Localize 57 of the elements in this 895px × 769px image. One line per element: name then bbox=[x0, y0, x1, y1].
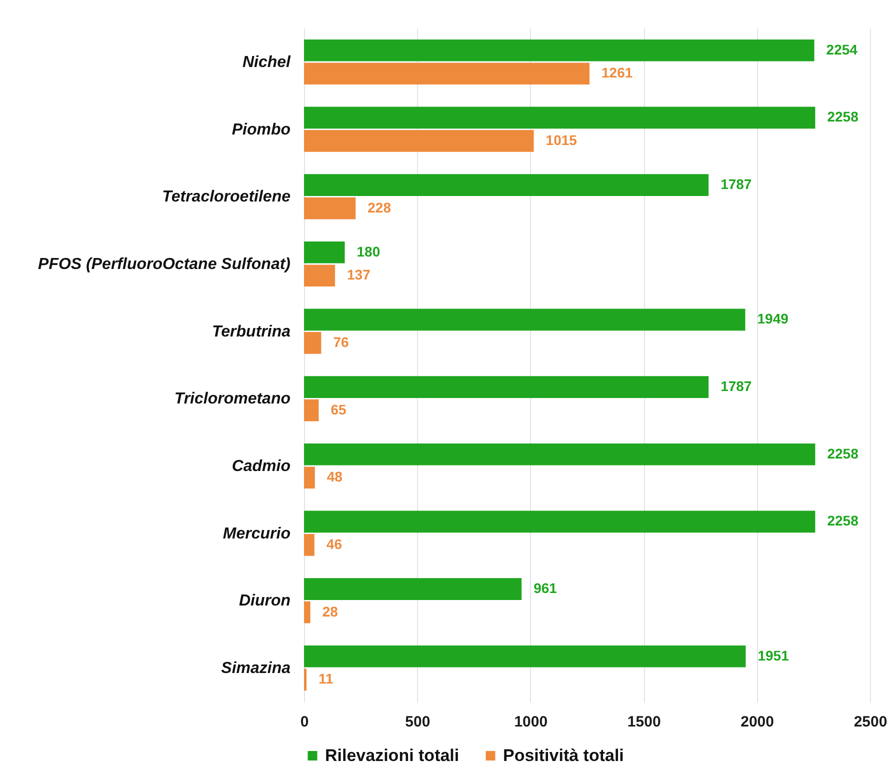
y-tick-label: Mercurio bbox=[222, 525, 291, 542]
data-label: 2258 bbox=[827, 512, 859, 529]
bar bbox=[304, 264, 336, 287]
x-tick-label: 0 bbox=[300, 714, 309, 730]
bar bbox=[304, 443, 816, 466]
data-label: 961 bbox=[534, 580, 558, 596]
data-label: 137 bbox=[347, 266, 371, 283]
data-label: 46 bbox=[326, 536, 342, 552]
bar bbox=[304, 466, 315, 489]
y-tick-label: Triclorometano bbox=[174, 390, 291, 408]
data-label: 1949 bbox=[757, 310, 789, 327]
data-label: 48 bbox=[326, 468, 343, 485]
bar bbox=[304, 578, 522, 600]
x-tick-label: 1000 bbox=[514, 714, 548, 730]
x-tick-label: 500 bbox=[405, 714, 430, 730]
x-tick-label: 1500 bbox=[627, 714, 661, 730]
data-label: 2258 bbox=[827, 445, 859, 462]
bar bbox=[304, 601, 310, 624]
y-tick-label: Cadmio bbox=[232, 458, 291, 475]
bar bbox=[304, 308, 746, 331]
data-label: 76 bbox=[333, 334, 349, 350]
data-label: 65 bbox=[330, 401, 346, 418]
data-label: 28 bbox=[322, 603, 338, 620]
data-label: 228 bbox=[368, 199, 392, 216]
x-tick-label: 2500 bbox=[854, 714, 888, 730]
bar bbox=[304, 376, 709, 398]
y-tick-label: PFOS (PerfluoroOctane Sulfonat) bbox=[38, 256, 290, 273]
y-tick-label: Terbutrina bbox=[212, 323, 291, 340]
y-tick-label: Simazina bbox=[221, 660, 291, 677]
bar bbox=[304, 399, 319, 422]
legend-label: Positività totali bbox=[503, 746, 624, 765]
bar bbox=[304, 332, 322, 354]
bar bbox=[304, 534, 314, 556]
data-label: 1261 bbox=[601, 64, 633, 81]
bar bbox=[304, 174, 709, 196]
data-label: 180 bbox=[356, 243, 380, 260]
y-tick-label: Diuron bbox=[238, 592, 291, 610]
data-label: 1787 bbox=[720, 378, 752, 394]
bar bbox=[304, 62, 590, 85]
data-label: 2254 bbox=[826, 41, 858, 58]
bar bbox=[304, 510, 816, 533]
bar bbox=[304, 106, 816, 129]
legend-label: Rilevazioni totali bbox=[325, 746, 460, 765]
data-label: 1015 bbox=[546, 132, 578, 148]
y-tick-label: Piombo bbox=[232, 121, 291, 138]
bar bbox=[304, 241, 345, 264]
bar bbox=[304, 645, 746, 668]
bar bbox=[304, 130, 534, 152]
data-label: 11 bbox=[318, 670, 334, 687]
data-label: 1951 bbox=[758, 647, 790, 664]
bar bbox=[304, 39, 814, 62]
data-label: 2258 bbox=[827, 108, 859, 125]
bar bbox=[304, 197, 356, 220]
data-label: 1787 bbox=[720, 176, 752, 192]
y-tick-label: Nichel bbox=[242, 54, 292, 72]
x-tick-label: 2000 bbox=[740, 714, 774, 730]
y-tick-label: Tetracloroetilene bbox=[162, 188, 291, 206]
